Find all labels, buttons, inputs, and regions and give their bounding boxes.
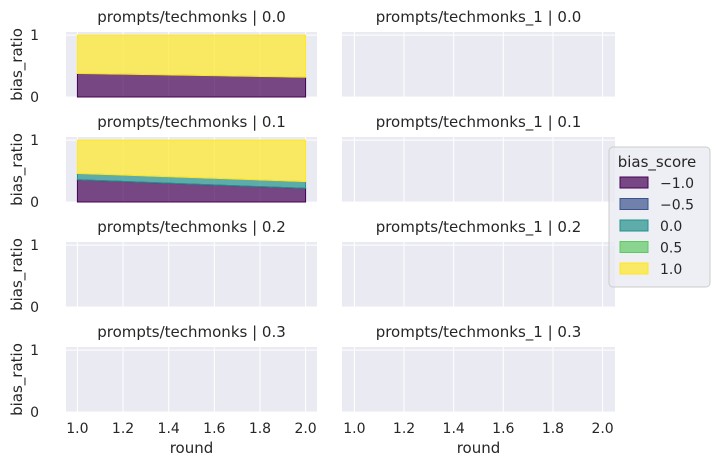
legend-swatch xyxy=(619,176,649,189)
y-tick-label: 0 xyxy=(30,90,39,106)
legend-label: 0.5 xyxy=(660,241,682,257)
y-tick-label: 1 xyxy=(30,28,39,44)
legend-label: −1.0 xyxy=(660,176,694,192)
x-tick-label: 1.8 xyxy=(249,421,271,437)
y-axis-label: bias_ratio xyxy=(8,238,27,311)
x-tick-label: 1.0 xyxy=(66,421,88,437)
x-tick-label: 1.0 xyxy=(343,421,365,437)
plot-background xyxy=(342,242,615,307)
legend-label: 1.0 xyxy=(660,262,682,278)
x-axis-label: round xyxy=(457,439,501,457)
y-tick-label: 1 xyxy=(30,238,39,254)
panel-title: prompts/techmonks | 0.1 xyxy=(97,113,286,131)
y-axis-label: bias_ratio xyxy=(8,343,27,416)
plot-background xyxy=(342,32,615,97)
panel-title: prompts/techmonks_1 | 0.2 xyxy=(376,218,582,237)
facet-panel: prompts/techmonks_1 | 0.2 xyxy=(342,218,615,308)
legend-swatch xyxy=(619,198,649,210)
plot-background xyxy=(66,242,317,307)
panel-title: prompts/techmonks_1 | 0.1 xyxy=(376,113,582,132)
facet-panel: prompts/techmonks_1 | 0.0 xyxy=(342,8,615,98)
legend-label: −0.5 xyxy=(660,198,694,214)
x-tick-label: 1.4 xyxy=(443,421,465,437)
x-tick-label: 1.2 xyxy=(112,421,134,437)
y-tick-label: 0 xyxy=(30,405,39,421)
plot-background xyxy=(66,347,317,412)
y-tick-label: 1 xyxy=(30,343,39,359)
x-tick-label: 1.4 xyxy=(158,421,180,437)
x-tick-label: 1.2 xyxy=(393,421,415,437)
x-tick-label: 2.0 xyxy=(294,421,316,437)
y-tick-label: 1 xyxy=(30,133,39,149)
y-axis-label: bias_ratio xyxy=(8,28,27,101)
y-tick-label: 0 xyxy=(30,300,39,316)
panel-title: prompts/techmonks | 0.3 xyxy=(97,323,286,341)
facet-panel: prompts/techmonks_1 | 0.1 xyxy=(342,113,615,203)
panel-title: prompts/techmonks_1 | 0.0 xyxy=(376,8,582,27)
legend-swatch xyxy=(619,219,649,232)
x-tick-label: 1.6 xyxy=(203,421,225,437)
legend-label: 0.0 xyxy=(660,219,682,235)
legend-swatch xyxy=(619,262,649,275)
legend-swatch xyxy=(619,241,649,253)
panel-title: prompts/techmonks | 0.2 xyxy=(97,218,286,236)
x-axis-label: round xyxy=(170,439,214,457)
area-band xyxy=(76,34,307,78)
y-axis-label: bias_ratio xyxy=(8,133,27,206)
panel-title: prompts/techmonks_1 | 0.3 xyxy=(376,323,582,342)
panel-title: prompts/techmonks | 0.0 xyxy=(97,8,286,26)
plot-background xyxy=(342,347,615,412)
y-tick-label: 0 xyxy=(30,195,39,211)
plot-background xyxy=(342,137,615,202)
facet-panel: prompts/techmonks_1 | 0.3 1.0 1.2 1.4 1.6 1.8… xyxy=(342,323,615,457)
legend-title: bias_score xyxy=(618,153,697,172)
x-tick-label: 1.8 xyxy=(542,421,564,437)
area-band xyxy=(76,139,307,183)
x-tick-label: 1.6 xyxy=(492,421,514,437)
x-tick-label: 2.0 xyxy=(591,421,613,437)
legend: bias_score −1.0 −0.5 0.0 0.5 1.0 xyxy=(608,146,711,288)
